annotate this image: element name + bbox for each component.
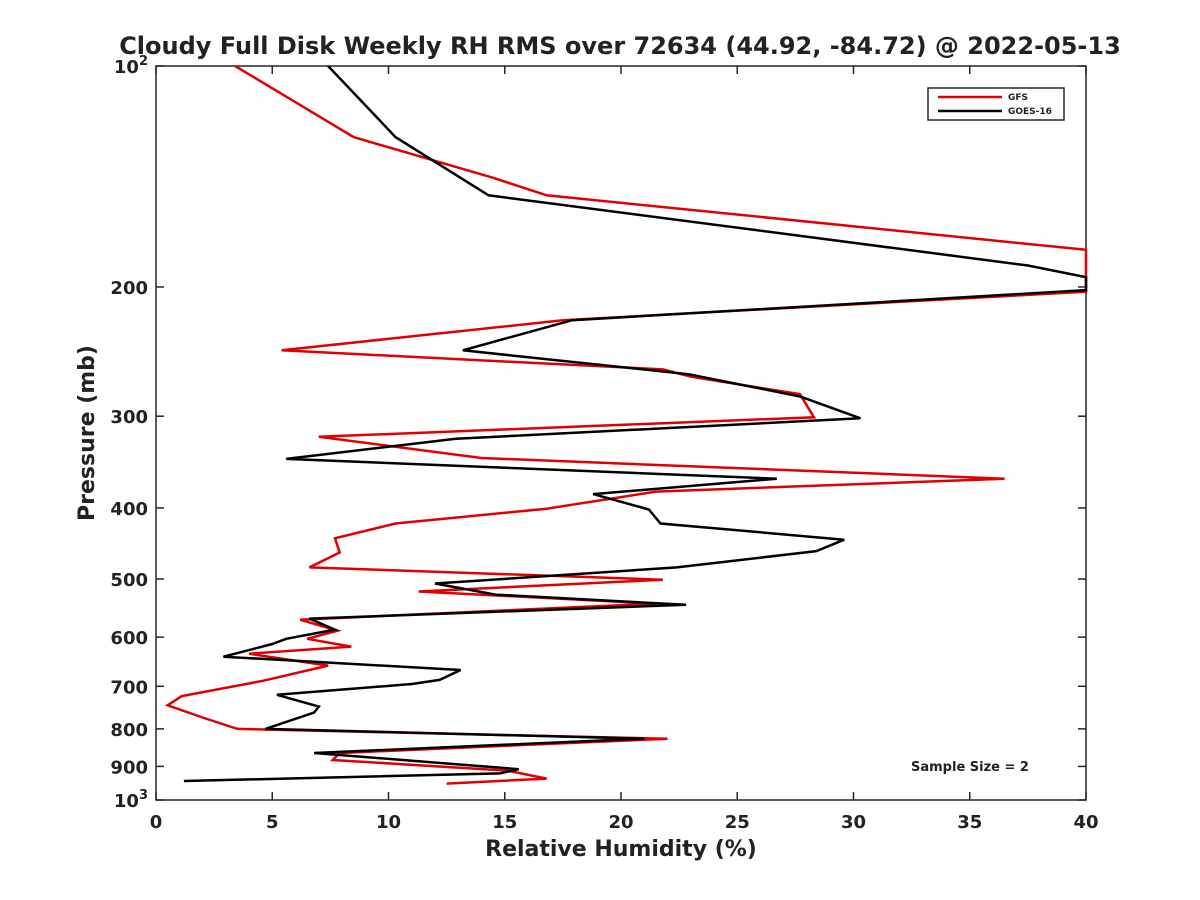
x-tick-label: 20: [608, 812, 633, 833]
chart-title: Cloudy Full Disk Weekly RH RMS over 7263…: [119, 32, 1121, 60]
plot-area: [155, 64, 1088, 801]
series-line-goes16: [183, 65, 1088, 783]
y-tick-label: 200: [110, 278, 148, 299]
y-tick-label: 700: [110, 677, 148, 698]
y-tick-label: 900: [110, 757, 148, 778]
y-tick-label: 600: [110, 628, 148, 649]
legend-goes16-label: GOES-16: [1008, 107, 1052, 117]
x-tick-label: 5: [266, 812, 279, 833]
x-tick-label: 30: [841, 812, 866, 833]
x-axis: 0 5 10 15 20 25 30 35 40: [150, 66, 1099, 833]
x-axis-label: Relative Humidity (%): [485, 837, 757, 862]
x-tick-label: 15: [492, 812, 517, 833]
series-line-gfs: [164, 64, 1088, 785]
legend-box: [927, 87, 1065, 121]
y-tick-label: 500: [110, 570, 148, 591]
plot-frame: [155, 65, 1087, 801]
sample-size-annotation: Sample Size = 2: [911, 760, 1029, 775]
x-tick-label: 10: [376, 812, 401, 833]
y-tick-label: 103: [114, 788, 148, 812]
legend-gfs-label: GFS: [1008, 93, 1028, 103]
y-tick-label: 400: [110, 499, 148, 520]
series-layer: [164, 64, 1088, 785]
y-tick-label: 300: [110, 407, 148, 428]
x-tick-label: 0: [150, 812, 163, 833]
y-tick-label: 102: [114, 54, 148, 78]
y-axis: 102 200 300 400 500 600 700 800 900 103: [110, 54, 1086, 812]
y-tick-label: 800: [110, 720, 148, 741]
x-tick-label: 40: [1073, 812, 1098, 833]
x-tick-label: 35: [957, 812, 982, 833]
y-axis-label: Pressure (mb): [75, 345, 100, 521]
x-tick-label: 25: [725, 812, 750, 833]
legend: GFS GOES-16: [927, 87, 1065, 121]
